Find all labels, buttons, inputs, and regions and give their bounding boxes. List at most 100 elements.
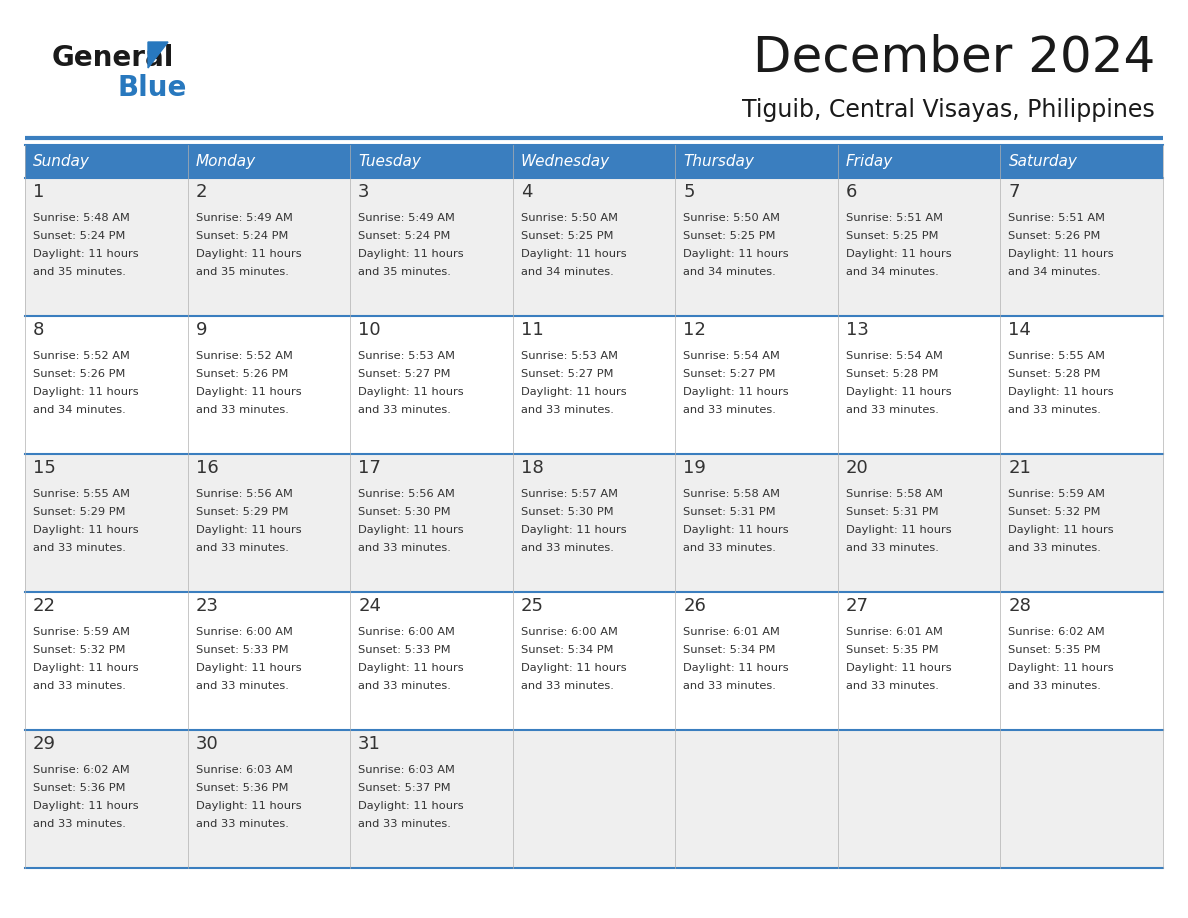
Text: and 33 minutes.: and 33 minutes.: [196, 819, 289, 829]
Text: Sunset: 5:37 PM: Sunset: 5:37 PM: [358, 783, 450, 793]
Text: Sunday: Sunday: [33, 154, 90, 169]
Text: 28: 28: [1009, 597, 1031, 615]
Text: 7: 7: [1009, 183, 1020, 201]
Text: Sunrise: 5:54 AM: Sunrise: 5:54 AM: [846, 351, 943, 361]
Text: 4: 4: [520, 183, 532, 201]
Text: Sunset: 5:36 PM: Sunset: 5:36 PM: [33, 783, 126, 793]
Text: Sunset: 5:26 PM: Sunset: 5:26 PM: [196, 369, 287, 379]
Bar: [675, 145, 838, 178]
Text: 14: 14: [1009, 321, 1031, 339]
Text: Sunset: 5:30 PM: Sunset: 5:30 PM: [520, 507, 613, 517]
Bar: [188, 145, 350, 178]
Text: Sunrise: 5:53 AM: Sunrise: 5:53 AM: [520, 351, 618, 361]
Text: and 34 minutes.: and 34 minutes.: [846, 267, 939, 277]
Text: and 33 minutes.: and 33 minutes.: [1009, 405, 1101, 415]
Text: Daylight: 11 hours: Daylight: 11 hours: [196, 525, 302, 535]
Text: and 33 minutes.: and 33 minutes.: [196, 681, 289, 691]
Text: Daylight: 11 hours: Daylight: 11 hours: [33, 249, 139, 259]
Text: 22: 22: [33, 597, 56, 615]
Text: Sunset: 5:34 PM: Sunset: 5:34 PM: [683, 645, 776, 655]
Text: Friday: Friday: [846, 154, 893, 169]
Text: and 34 minutes.: and 34 minutes.: [1009, 267, 1101, 277]
Text: Sunset: 5:25 PM: Sunset: 5:25 PM: [683, 231, 776, 241]
Text: Saturday: Saturday: [1009, 154, 1078, 169]
Bar: [25, 592, 1163, 730]
Text: Sunrise: 5:51 AM: Sunrise: 5:51 AM: [1009, 213, 1105, 223]
Text: Daylight: 11 hours: Daylight: 11 hours: [33, 525, 139, 535]
Text: Sunset: 5:32 PM: Sunset: 5:32 PM: [1009, 507, 1101, 517]
Text: Sunset: 5:26 PM: Sunset: 5:26 PM: [33, 369, 126, 379]
Text: Sunset: 5:27 PM: Sunset: 5:27 PM: [520, 369, 613, 379]
Text: Daylight: 11 hours: Daylight: 11 hours: [1009, 525, 1114, 535]
Text: 27: 27: [846, 597, 868, 615]
Text: Daylight: 11 hours: Daylight: 11 hours: [846, 249, 952, 259]
Text: and 34 minutes.: and 34 minutes.: [520, 267, 613, 277]
Text: Tiguib, Central Visayas, Philippines: Tiguib, Central Visayas, Philippines: [742, 98, 1155, 122]
Text: 16: 16: [196, 459, 219, 477]
Text: Sunset: 5:32 PM: Sunset: 5:32 PM: [33, 645, 126, 655]
Text: Sunrise: 5:49 AM: Sunrise: 5:49 AM: [196, 213, 292, 223]
Text: Sunset: 5:35 PM: Sunset: 5:35 PM: [846, 645, 939, 655]
Text: Sunrise: 5:58 AM: Sunrise: 5:58 AM: [846, 489, 943, 499]
Text: Sunrise: 5:54 AM: Sunrise: 5:54 AM: [683, 351, 781, 361]
Text: 5: 5: [683, 183, 695, 201]
Text: 23: 23: [196, 597, 219, 615]
Text: 3: 3: [358, 183, 369, 201]
Text: Sunrise: 6:00 AM: Sunrise: 6:00 AM: [520, 627, 618, 637]
Bar: [838, 145, 1000, 178]
Text: and 35 minutes.: and 35 minutes.: [196, 267, 289, 277]
Text: and 33 minutes.: and 33 minutes.: [33, 681, 126, 691]
Text: Sunrise: 5:51 AM: Sunrise: 5:51 AM: [846, 213, 943, 223]
Text: and 33 minutes.: and 33 minutes.: [358, 681, 451, 691]
Text: Sunset: 5:31 PM: Sunset: 5:31 PM: [846, 507, 939, 517]
Text: Sunrise: 6:01 AM: Sunrise: 6:01 AM: [846, 627, 943, 637]
Text: Sunrise: 5:50 AM: Sunrise: 5:50 AM: [520, 213, 618, 223]
Text: and 33 minutes.: and 33 minutes.: [358, 819, 451, 829]
Text: Sunrise: 5:53 AM: Sunrise: 5:53 AM: [358, 351, 455, 361]
Text: Sunset: 5:35 PM: Sunset: 5:35 PM: [1009, 645, 1101, 655]
Text: Sunset: 5:33 PM: Sunset: 5:33 PM: [358, 645, 450, 655]
Text: 19: 19: [683, 459, 706, 477]
Text: and 33 minutes.: and 33 minutes.: [33, 543, 126, 553]
Bar: [513, 145, 675, 178]
Text: Daylight: 11 hours: Daylight: 11 hours: [358, 525, 463, 535]
Text: 25: 25: [520, 597, 544, 615]
Text: and 35 minutes.: and 35 minutes.: [33, 267, 126, 277]
Text: and 33 minutes.: and 33 minutes.: [358, 405, 451, 415]
Text: December 2024: December 2024: [753, 34, 1155, 82]
Text: Daylight: 11 hours: Daylight: 11 hours: [33, 387, 139, 397]
Bar: [25, 730, 1163, 868]
Text: Daylight: 11 hours: Daylight: 11 hours: [520, 249, 626, 259]
Text: and 34 minutes.: and 34 minutes.: [683, 267, 776, 277]
Text: 9: 9: [196, 321, 207, 339]
Text: and 34 minutes.: and 34 minutes.: [33, 405, 126, 415]
Text: Sunrise: 6:00 AM: Sunrise: 6:00 AM: [358, 627, 455, 637]
Text: 13: 13: [846, 321, 868, 339]
Text: 10: 10: [358, 321, 381, 339]
Text: Sunrise: 5:52 AM: Sunrise: 5:52 AM: [33, 351, 129, 361]
Text: Daylight: 11 hours: Daylight: 11 hours: [1009, 663, 1114, 673]
Text: Daylight: 11 hours: Daylight: 11 hours: [846, 525, 952, 535]
Text: Daylight: 11 hours: Daylight: 11 hours: [196, 663, 302, 673]
Text: Daylight: 11 hours: Daylight: 11 hours: [520, 525, 626, 535]
Text: Sunrise: 5:50 AM: Sunrise: 5:50 AM: [683, 213, 781, 223]
Text: Daylight: 11 hours: Daylight: 11 hours: [1009, 387, 1114, 397]
Text: Blue: Blue: [118, 74, 188, 102]
Text: Sunset: 5:25 PM: Sunset: 5:25 PM: [520, 231, 613, 241]
Text: Sunset: 5:33 PM: Sunset: 5:33 PM: [196, 645, 289, 655]
Text: 26: 26: [683, 597, 706, 615]
Text: Sunset: 5:26 PM: Sunset: 5:26 PM: [1009, 231, 1101, 241]
Text: Sunrise: 5:59 AM: Sunrise: 5:59 AM: [1009, 489, 1105, 499]
Text: 17: 17: [358, 459, 381, 477]
Polygon shape: [148, 42, 168, 68]
Text: Sunrise: 6:02 AM: Sunrise: 6:02 AM: [1009, 627, 1105, 637]
Text: Sunset: 5:29 PM: Sunset: 5:29 PM: [33, 507, 126, 517]
Bar: [1000, 145, 1163, 178]
Text: Sunrise: 5:49 AM: Sunrise: 5:49 AM: [358, 213, 455, 223]
Text: Daylight: 11 hours: Daylight: 11 hours: [33, 663, 139, 673]
Text: Daylight: 11 hours: Daylight: 11 hours: [683, 663, 789, 673]
Text: and 33 minutes.: and 33 minutes.: [520, 543, 613, 553]
Text: Daylight: 11 hours: Daylight: 11 hours: [358, 249, 463, 259]
Text: 21: 21: [1009, 459, 1031, 477]
Text: Daylight: 11 hours: Daylight: 11 hours: [1009, 249, 1114, 259]
